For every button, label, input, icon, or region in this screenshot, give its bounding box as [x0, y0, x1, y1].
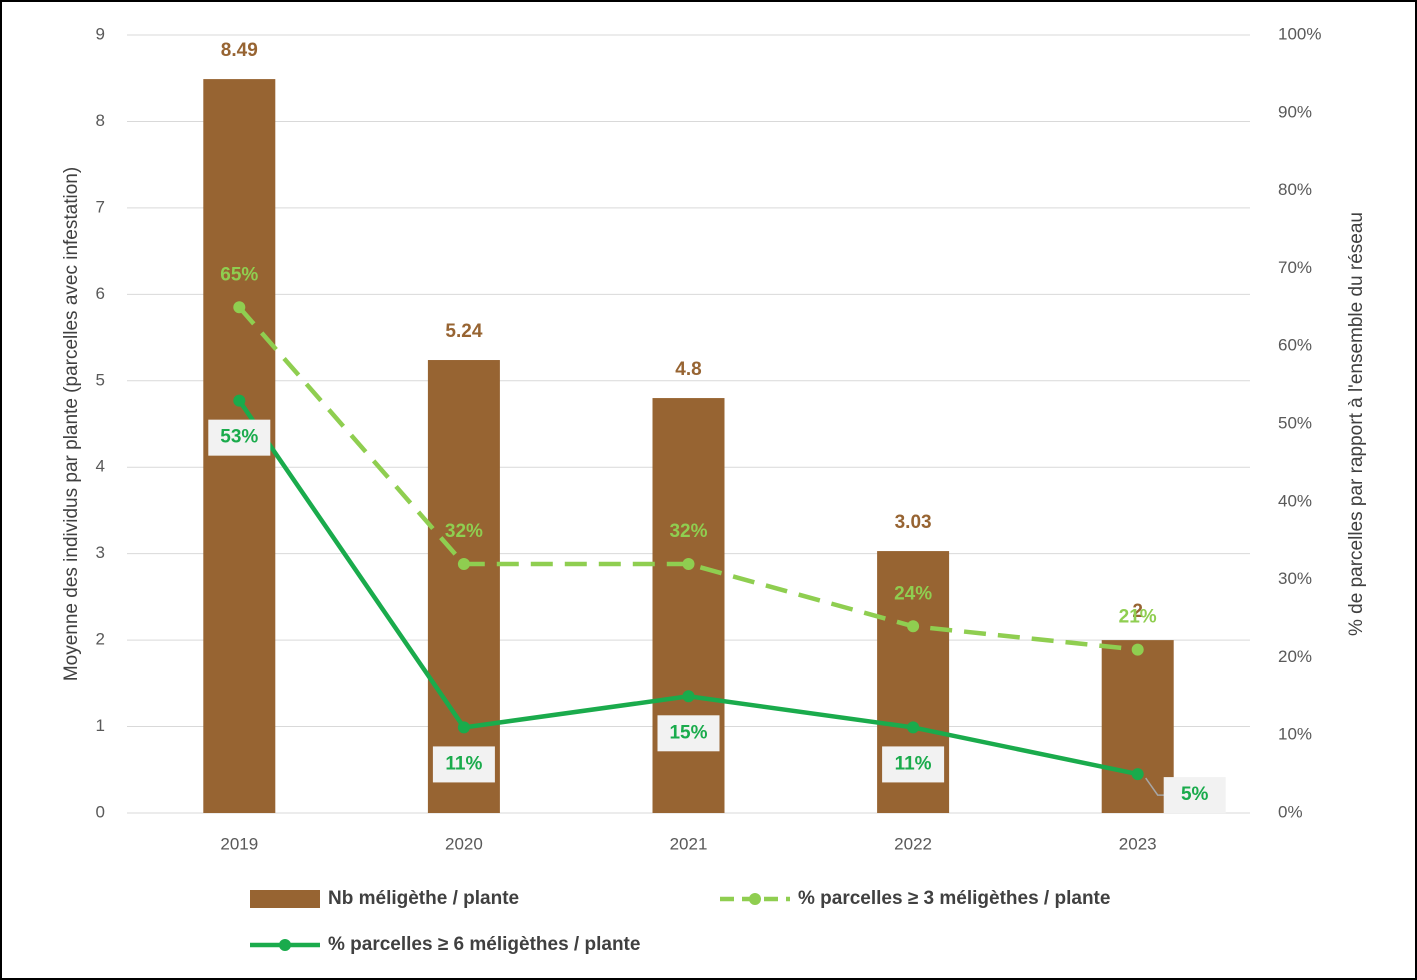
- bar: [427, 360, 500, 813]
- bar-label: 2: [1132, 601, 1143, 622]
- x-tick-label: 2020: [445, 834, 483, 853]
- label-box: [657, 715, 720, 752]
- y-tick-label: 9: [96, 24, 105, 43]
- line-point: [233, 394, 246, 407]
- legend-marker: [749, 893, 761, 905]
- y-tick-label: 2: [96, 630, 105, 649]
- y-tick-label: 3: [96, 543, 105, 562]
- line-label: 32%: [445, 521, 483, 542]
- label-box: [208, 419, 271, 456]
- line-point: [1131, 643, 1144, 656]
- y-tick-label: 5: [96, 370, 105, 389]
- line-point: [1131, 768, 1144, 781]
- y-tick-label: 7: [96, 197, 105, 216]
- line-label: 65%: [220, 264, 258, 285]
- y2-tick-label: 50%: [1278, 413, 1312, 432]
- bar-label: 8.49: [221, 40, 258, 61]
- x-tick-label: 2021: [670, 834, 708, 853]
- line-point: [233, 301, 246, 314]
- line-label: 24%: [894, 583, 932, 604]
- line-point: [907, 721, 920, 734]
- line-label: 11%: [895, 753, 932, 774]
- label-box: [432, 746, 495, 783]
- line-label: 53%: [220, 427, 258, 448]
- bar-label: 4.8: [675, 359, 701, 380]
- y-tick-label: 8: [96, 111, 105, 130]
- y2-tick-label: 60%: [1278, 336, 1312, 355]
- x-tick-label: 2019: [220, 834, 258, 853]
- line-point: [457, 721, 470, 734]
- line-label: 11%: [445, 753, 482, 774]
- y2-tick-label: 90%: [1278, 102, 1312, 121]
- y2-tick-label: 100%: [1278, 24, 1321, 43]
- y2-tick-label: 40%: [1278, 491, 1312, 510]
- line-label: 32%: [669, 521, 707, 542]
- line-point: [907, 620, 920, 633]
- y2-tick-label: 70%: [1278, 258, 1312, 277]
- line-point: [682, 558, 695, 571]
- legend-marker: [279, 939, 291, 951]
- y2-tick-label: 80%: [1278, 180, 1312, 199]
- x-tick-label: 2023: [1119, 834, 1157, 853]
- y-tick-label: 4: [96, 457, 105, 476]
- bar-label: 5.24: [445, 321, 482, 342]
- legend-label: % parcelles ≥ 6 méligèthes / plante: [328, 934, 640, 955]
- line-point: [682, 690, 695, 703]
- label-box: [882, 746, 945, 783]
- line-label: 5%: [1181, 784, 1209, 805]
- line-label: 21%: [1119, 607, 1157, 628]
- legend-label: Nb méligèthe / plante: [328, 888, 519, 909]
- y-axis-title: Moyenne des individus par plante (parcel…: [61, 167, 82, 681]
- line-label: 15%: [669, 722, 707, 743]
- x-tick-label: 2022: [894, 834, 932, 853]
- y-tick-label: 0: [96, 802, 105, 821]
- bar-label: 3.03: [895, 512, 932, 533]
- y2-tick-label: 10%: [1278, 725, 1312, 744]
- legend-swatch: [250, 890, 320, 908]
- bar: [1101, 640, 1174, 813]
- y-tick-label: 1: [96, 716, 105, 735]
- legend-label: % parcelles ≥ 3 méligèthes / plante: [798, 888, 1110, 909]
- y2-tick-label: 0%: [1278, 802, 1303, 821]
- y2-tick-label: 20%: [1278, 647, 1312, 666]
- label-box: [1163, 777, 1226, 814]
- y-tick-label: 6: [96, 284, 105, 303]
- line-point: [457, 558, 470, 571]
- y2-axis-title: % de parcelles par rapport à l'ensemble …: [1346, 212, 1367, 636]
- y2-tick-label: 30%: [1278, 569, 1312, 588]
